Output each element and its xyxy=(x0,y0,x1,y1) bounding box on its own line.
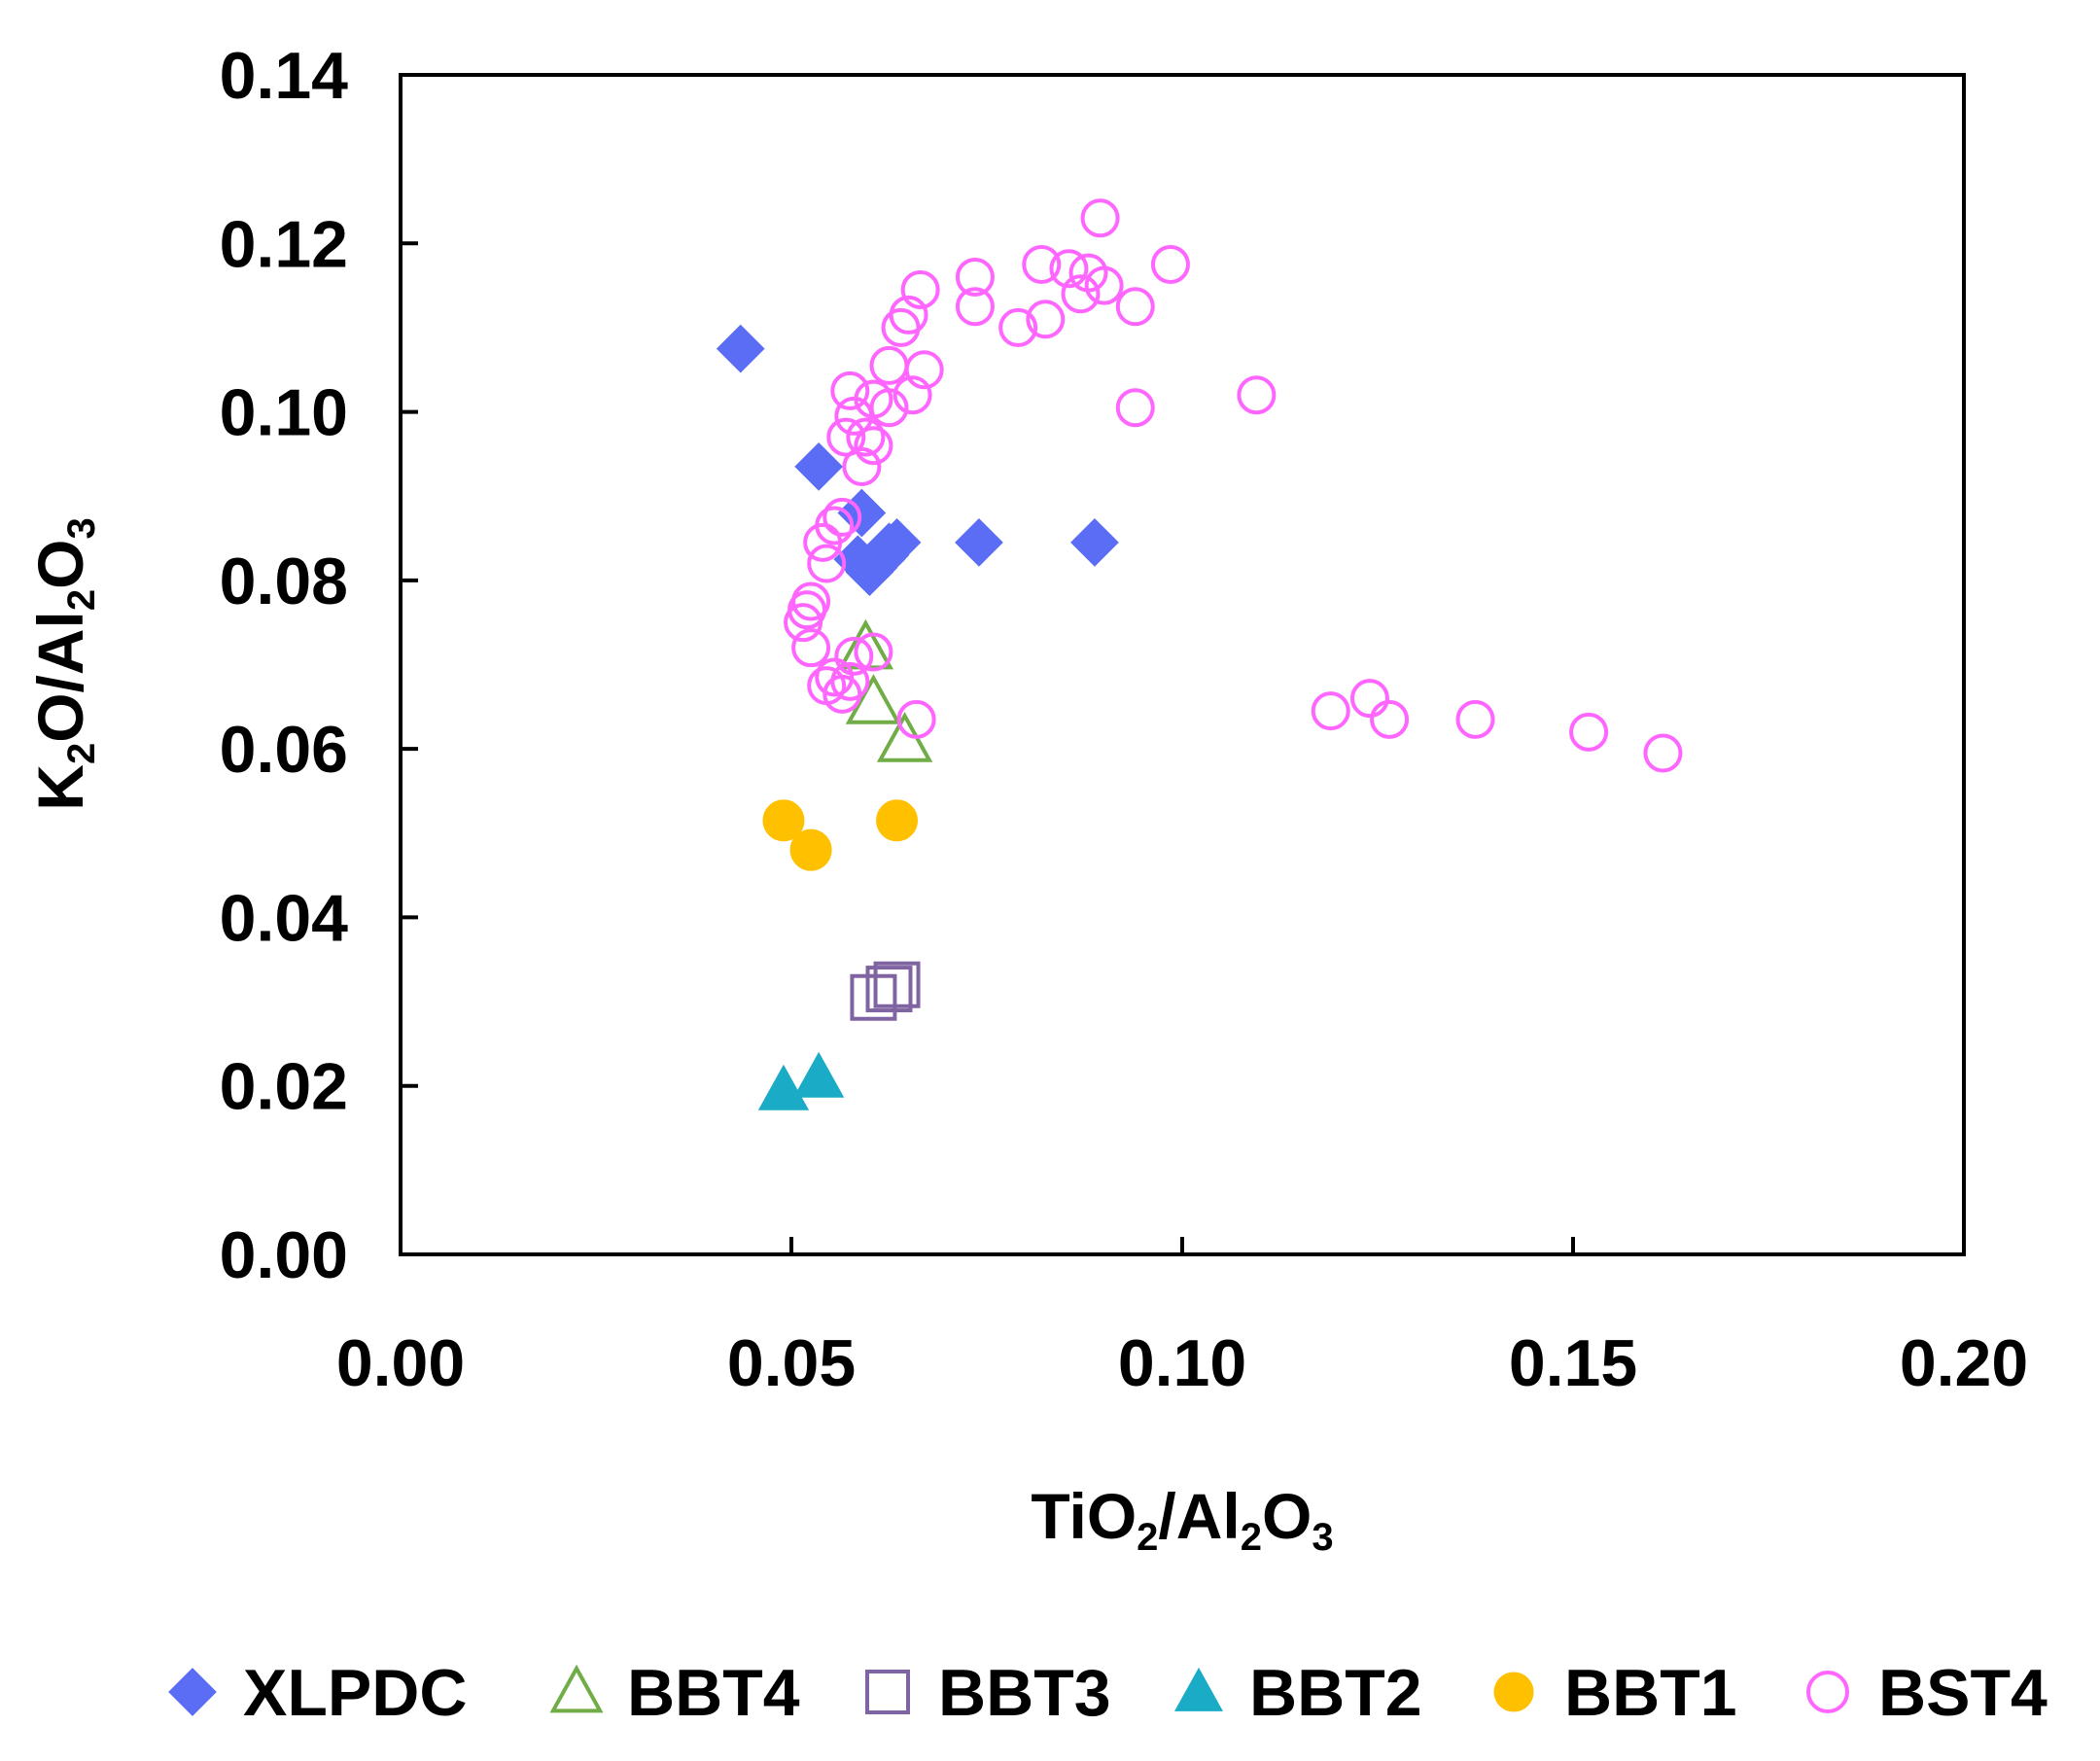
data-point-bst4 xyxy=(826,417,866,457)
data-point-bst4 xyxy=(1643,733,1683,773)
data-point-bst4 xyxy=(830,370,870,410)
legend-item-xlpdc: XLPDC xyxy=(168,1656,467,1730)
x-axis-title: TiO2/Al2O3 xyxy=(1031,1480,1333,1559)
axis-ticks xyxy=(399,73,1966,1256)
series-xlpdc xyxy=(716,324,1119,597)
data-point-bst4 xyxy=(1026,299,1066,339)
series-bbt1 xyxy=(762,799,919,871)
data-point-bst4 xyxy=(1311,691,1350,731)
y-tick-label: 0.10 xyxy=(220,376,348,450)
y-tick-label: 0.14 xyxy=(220,39,349,113)
data-point-bst4 xyxy=(869,388,909,428)
data-point-bst4 xyxy=(1455,699,1495,739)
data-point-bbt3 xyxy=(865,966,913,1013)
data-point-bst4 xyxy=(834,396,874,436)
legend-marker-bbt4 xyxy=(549,1664,604,1713)
series-bbt4 xyxy=(837,618,933,762)
data-point-bst4 xyxy=(1150,244,1190,284)
data-point-bst4 xyxy=(822,497,862,537)
data-point-bst4 xyxy=(1061,274,1101,314)
y-tick-label: 0.02 xyxy=(220,1050,348,1124)
legend-label: BBT3 xyxy=(938,1656,1111,1730)
data-point-bst4 xyxy=(955,287,995,327)
data-point-xlpdc xyxy=(872,518,922,567)
legend-label: BST4 xyxy=(1878,1656,2048,1730)
data-point-bbt2 xyxy=(757,1064,810,1110)
legend-item-bbt4: BBT4 xyxy=(549,1656,800,1730)
data-point-bst4 xyxy=(822,674,862,714)
legend-marker-bst4 xyxy=(1806,1671,1849,1713)
data-point-bst4 xyxy=(807,544,847,583)
data-point-bbt3 xyxy=(873,961,921,1008)
legend-label: BBT4 xyxy=(627,1656,800,1730)
y-tick-label: 0.08 xyxy=(220,545,348,618)
data-point-bst4 xyxy=(854,426,893,466)
x-tick-label: 0.20 xyxy=(1900,1326,2028,1400)
data-points xyxy=(716,198,1683,1110)
legend-marker-bbt1 xyxy=(1493,1672,1534,1712)
data-point-bst4 xyxy=(1237,375,1277,415)
x-tick-label: 0.00 xyxy=(336,1326,465,1400)
x-tick-label: 0.15 xyxy=(1509,1326,1637,1400)
data-point-xlpdc xyxy=(794,442,843,491)
data-point-bst4 xyxy=(1022,244,1062,284)
data-point-bbt4 xyxy=(845,674,902,724)
data-point-bbt3 xyxy=(850,973,897,1021)
data-point-bst4 xyxy=(784,603,823,643)
series-bbt3 xyxy=(850,961,921,1021)
legend-item-bbt2: BBT2 xyxy=(1174,1656,1422,1730)
data-point-bbt2 xyxy=(792,1051,845,1098)
data-point-bbt1 xyxy=(762,799,805,842)
series-bst4 xyxy=(784,198,1683,773)
y-tick-label: 0.00 xyxy=(220,1218,348,1292)
data-point-bst4 xyxy=(900,269,940,309)
data-point-bst4 xyxy=(869,345,909,385)
legend-item-bbt3: BBT3 xyxy=(865,1656,1111,1730)
y-tick-label: 0.12 xyxy=(220,207,348,281)
y-tick-label: 0.04 xyxy=(220,881,349,955)
data-point-bst4 xyxy=(1569,712,1609,752)
legend-label: XLPDC xyxy=(243,1656,467,1730)
data-point-bst4 xyxy=(791,628,831,668)
data-point-bst4 xyxy=(904,350,944,390)
data-point-bst4 xyxy=(1349,679,1389,719)
data-point-bst4 xyxy=(896,699,936,739)
series-bbt2 xyxy=(757,1051,845,1110)
x-tick-label: 0.10 xyxy=(1118,1326,1246,1400)
data-point-xlpdc xyxy=(955,518,1003,567)
data-point-bst4 xyxy=(854,632,893,672)
legend-marker-bbt3 xyxy=(865,1670,910,1714)
data-point-bst4 xyxy=(803,522,843,562)
data-point-bst4 xyxy=(998,307,1038,347)
legend: XLPDC BBT4 BBT3 BBT2 BBT1 BST4 xyxy=(168,1656,2048,1730)
legend-label: BBT2 xyxy=(1249,1656,1422,1730)
legend-marker-bbt2 xyxy=(1174,1667,1223,1711)
data-point-bbt1 xyxy=(876,799,919,842)
x-tick-label: 0.05 xyxy=(727,1326,856,1400)
legend-label: BBT1 xyxy=(1564,1656,1737,1730)
y-axis-title: K2O/Al2O3 xyxy=(24,517,103,810)
data-point-bst4 xyxy=(1084,265,1124,305)
y-tick-label: 0.06 xyxy=(220,713,348,787)
data-point-bst4 xyxy=(834,636,874,676)
data-point-xlpdc xyxy=(1070,518,1119,567)
legend-marker-xlpdc xyxy=(168,1668,217,1716)
data-point-bst4 xyxy=(1370,699,1410,739)
data-point-bst4 xyxy=(1049,249,1089,289)
data-point-bst4 xyxy=(1115,388,1155,428)
data-point-bst4 xyxy=(892,375,932,415)
legend-item-bbt1: BBT1 xyxy=(1493,1656,1737,1730)
data-point-bst4 xyxy=(1080,198,1120,238)
data-point-bst4 xyxy=(846,417,886,457)
data-point-bst4 xyxy=(842,446,882,486)
data-point-bst4 xyxy=(955,257,995,297)
data-point-xlpdc xyxy=(716,324,765,373)
data-point-bbt1 xyxy=(789,828,832,871)
tick-labels: 0.00 0.05 0.10 0.15 0.20 0.00 0.02 0.04 0.06 0.08… xyxy=(220,39,2029,1400)
data-point-bst4 xyxy=(881,307,921,347)
legend-item-bst4: BST4 xyxy=(1806,1656,2048,1730)
data-point-bst4 xyxy=(1115,287,1155,327)
